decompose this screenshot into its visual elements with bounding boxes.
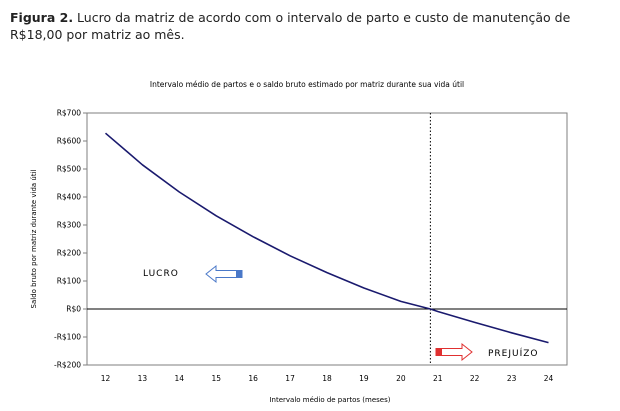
x-tick-label: 22 xyxy=(470,374,480,383)
series-line xyxy=(104,132,549,344)
x-tick-label: 23 xyxy=(507,374,517,383)
y-tick-label: R$500 xyxy=(57,165,82,174)
x-tick-label: 16 xyxy=(248,374,258,383)
x-tick-label: 18 xyxy=(322,374,332,383)
x-tick-label: 17 xyxy=(285,374,295,383)
chart-title: Intervalo médio de partos e o saldo brut… xyxy=(150,80,464,89)
loss-arrow-icon xyxy=(435,342,473,362)
y-tick-label: R$300 xyxy=(57,221,82,230)
y-tick-label: -R$200 xyxy=(54,361,81,370)
x-axis-label: Intervalo médio de partos (meses) xyxy=(269,396,390,404)
y-tick-label: R$700 xyxy=(57,109,82,118)
figure-caption: Figura 2. Lucro da matriz de acordo com … xyxy=(10,9,615,43)
x-axis: 12 13 14 15 16 17 18 19 20 21 22 23 24 xyxy=(101,374,554,383)
x-tick-label: 15 xyxy=(211,374,221,383)
profit-label: LUCRO xyxy=(143,269,179,279)
x-tick-label: 20 xyxy=(396,374,406,383)
x-tick-label: 21 xyxy=(433,374,443,383)
profit-arrow-icon xyxy=(205,264,243,284)
plot-area xyxy=(86,112,568,366)
x-tick-label: 24 xyxy=(544,374,554,383)
x-tick-label: 13 xyxy=(138,374,148,383)
y-tick-label: -R$100 xyxy=(54,333,81,342)
y-tick-label: R$100 xyxy=(57,277,82,286)
x-tick-label: 14 xyxy=(175,374,185,383)
loss-label: PREJUÍZO xyxy=(488,347,539,359)
x-tick-label: 19 xyxy=(359,374,369,383)
y-axis: -R$200 -R$100 R$0 R$100 R$200 R$300 R$400 R$500… xyxy=(54,109,87,370)
y-axis-label: Saldo bruto por matriz durante vida útil xyxy=(30,169,38,308)
figure-label: Figura 2. xyxy=(10,10,74,25)
y-tick-label: R$0 xyxy=(66,305,81,314)
y-tick-label: R$200 xyxy=(57,249,82,258)
series-group xyxy=(104,132,549,344)
y-tick-label: R$400 xyxy=(57,193,82,202)
y-tick-label: R$600 xyxy=(57,137,82,146)
x-tick-label: 12 xyxy=(101,374,111,383)
figure-caption-text: Lucro da matriz de acordo com o interval… xyxy=(10,10,571,42)
